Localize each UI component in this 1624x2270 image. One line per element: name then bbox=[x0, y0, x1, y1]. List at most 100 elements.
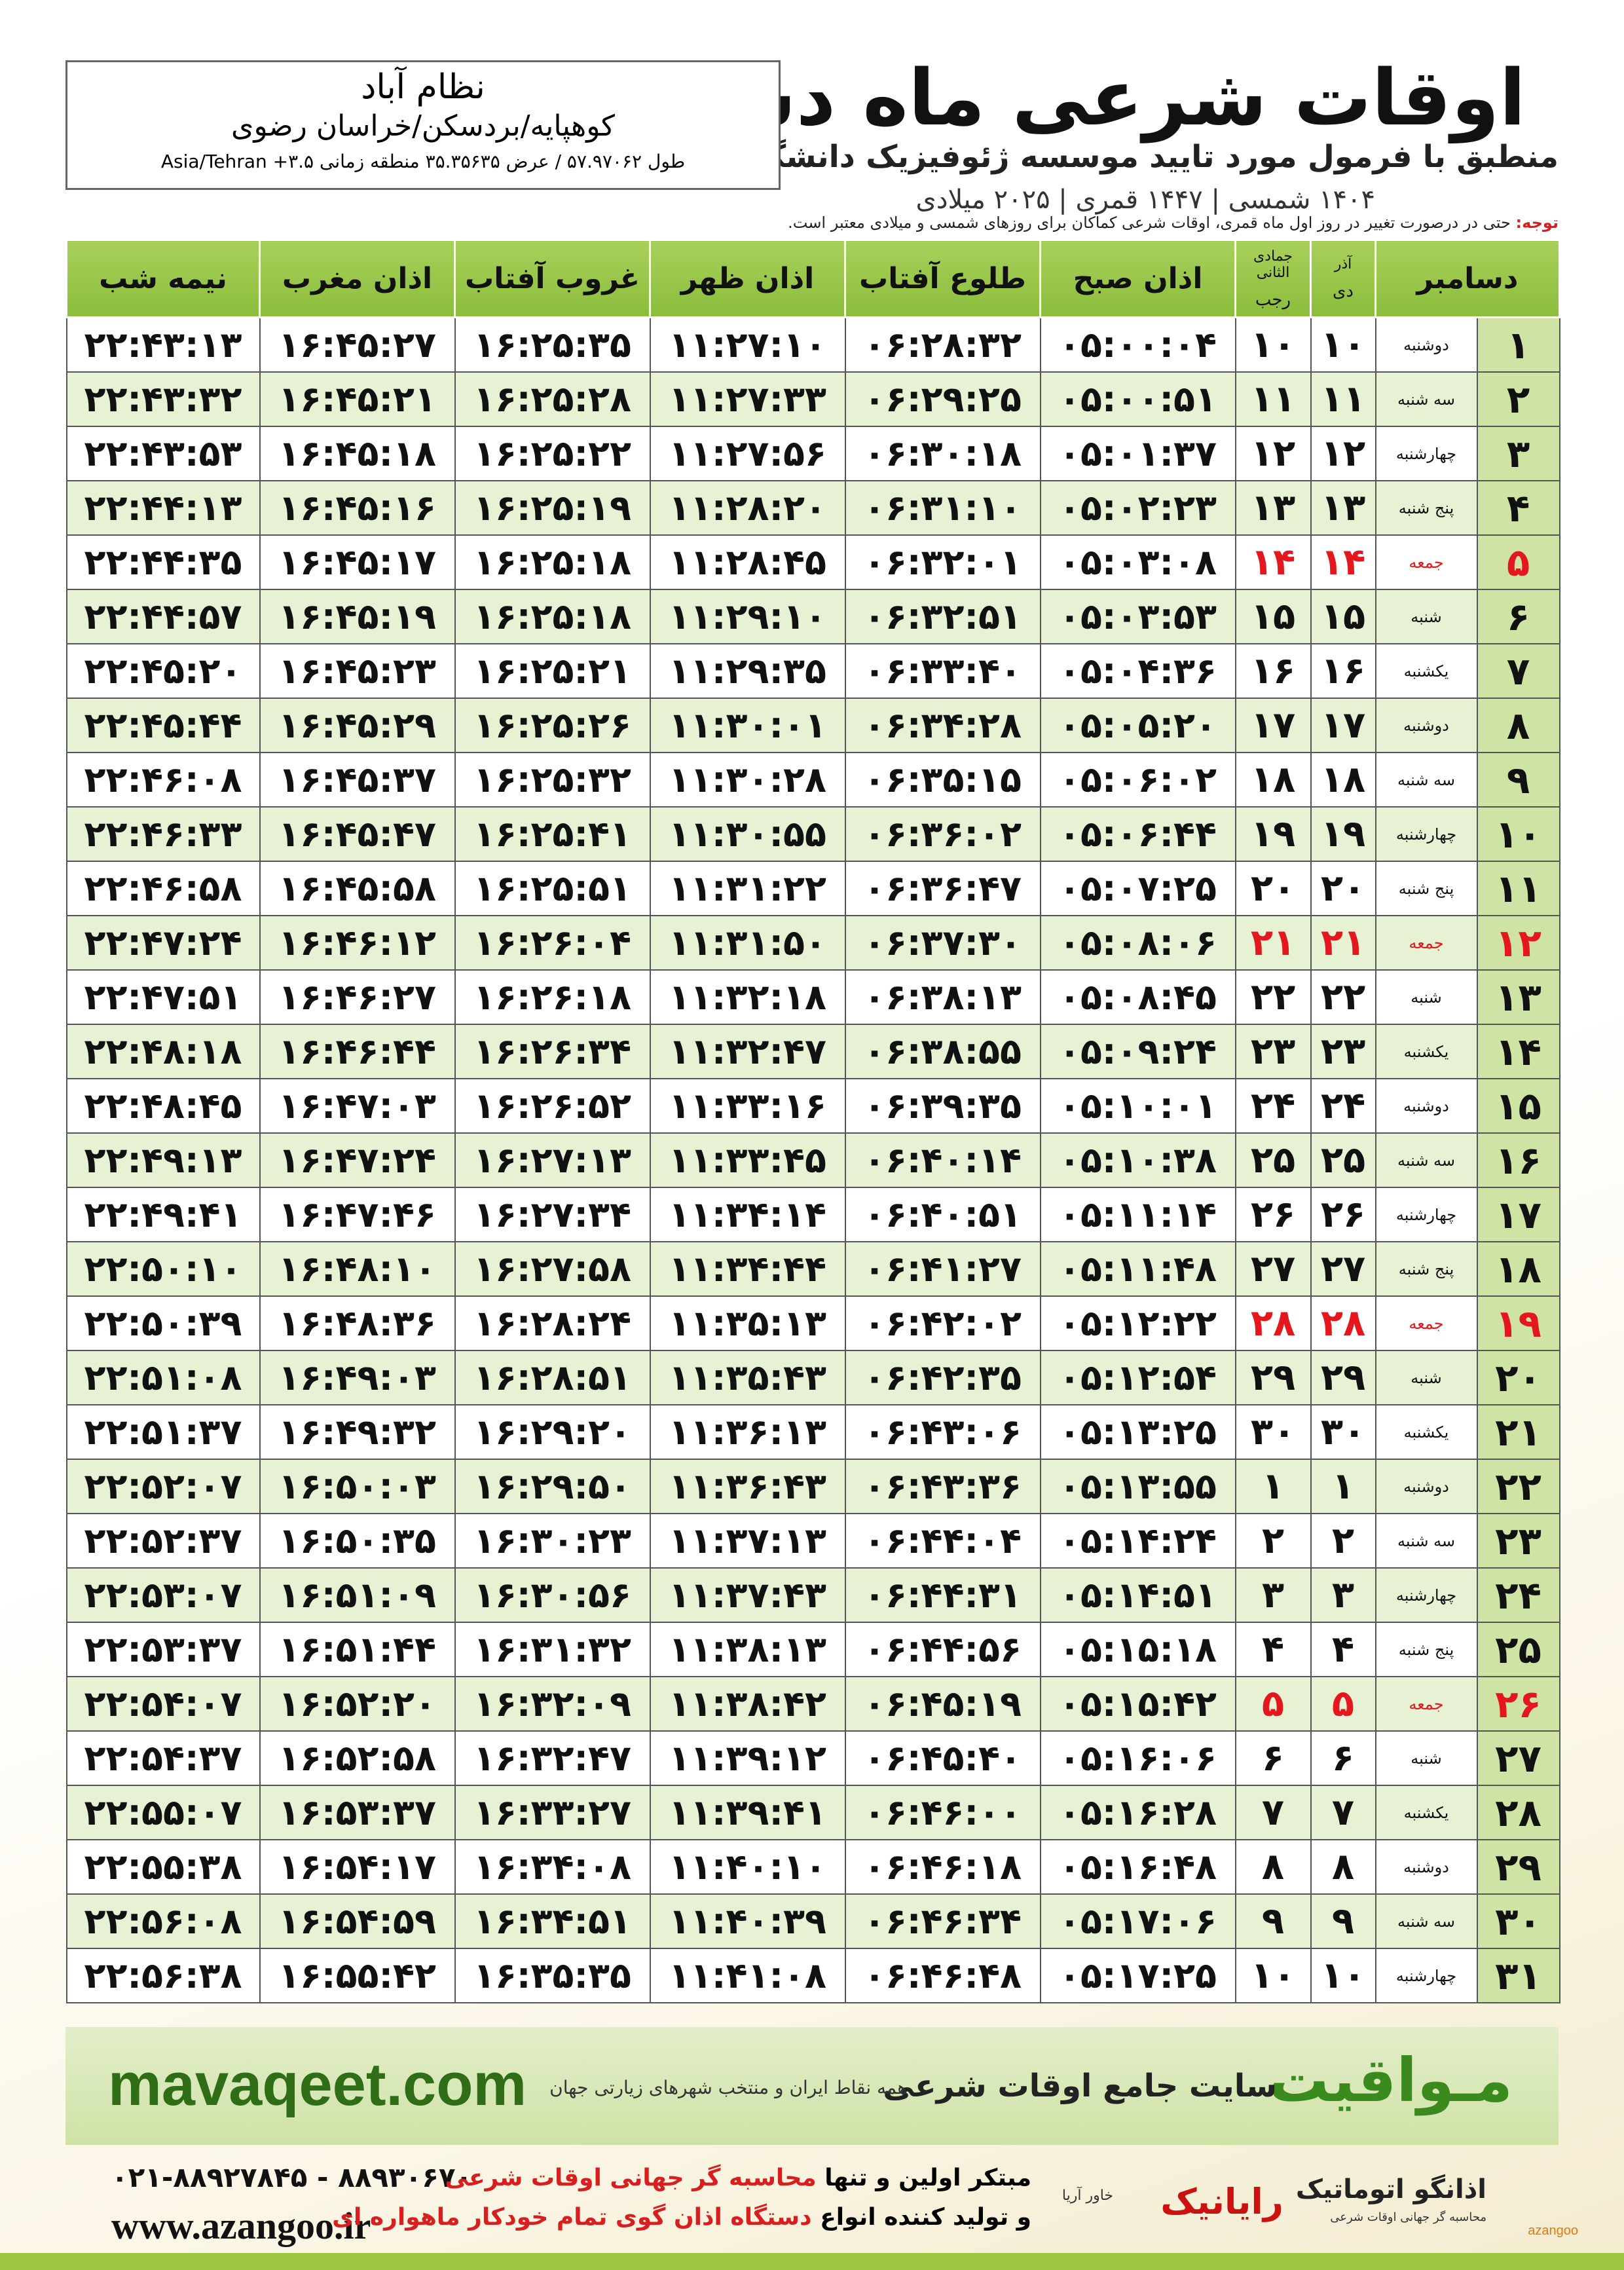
maghrib: ۱۶:۴۶:۱۲ bbox=[259, 915, 456, 971]
lunar-day: ۶ bbox=[1234, 1730, 1312, 1786]
sunrise: ۰۶:۳۶:۰۲ bbox=[844, 806, 1041, 862]
lunar-day: ۲۲ bbox=[1234, 969, 1312, 1025]
day-number: ۹ bbox=[1476, 752, 1560, 808]
table-row: ۲ سه شنبه ۱۱ ۱۱ ۰۵:۰۰:۵۱ ۰۶:۲۹:۲۵ ۱۱:۲۷:۳۳ ۱۶:۲… bbox=[65, 371, 1560, 427]
column-header-top: آذر bbox=[1334, 256, 1352, 272]
midnight: ۲۲:۵۴:۰۷ bbox=[65, 1676, 261, 1732]
midnight: ۲۲:۵۰:۳۹ bbox=[65, 1295, 261, 1351]
maghrib: ۱۶:۴۶:۴۴ bbox=[259, 1024, 456, 1079]
sunset: ۱۶:۳۱:۳۲ bbox=[454, 1622, 651, 1677]
location-region: کوهپایه/بردسکن/خراسان رضوی bbox=[231, 109, 615, 143]
solar-day: ۶ bbox=[1310, 1730, 1376, 1786]
banner: مـواقیت سایت جامع اوقات شرعی همه نقاط ای… bbox=[65, 2027, 1559, 2145]
solar-day: ۲۰ bbox=[1310, 861, 1376, 916]
midnight: ۲۲:۴۳:۱۳ bbox=[65, 316, 261, 373]
lunar-day: ۱۹ bbox=[1234, 806, 1312, 862]
sunset: ۱۶:۲۵:۲۶ bbox=[454, 698, 651, 753]
day-number: ۱۷ bbox=[1476, 1187, 1560, 1242]
fajr: ۰۵:۰۴:۳۶ bbox=[1039, 643, 1236, 699]
fajr: ۰۵:۰۸:۰۶ bbox=[1039, 915, 1236, 971]
midnight: ۲۲:۵۴:۳۷ bbox=[65, 1730, 261, 1786]
maghrib: ۱۶:۴۷:۰۳ bbox=[259, 1078, 456, 1134]
lunar-day: ۱۰ bbox=[1234, 1948, 1312, 2003]
fajr: ۰۵:۱۶:۰۶ bbox=[1039, 1730, 1236, 1786]
maghrib: ۱۶:۴۵:۲۹ bbox=[259, 698, 456, 753]
midnight: ۲۲:۵۱:۳۷ bbox=[65, 1404, 261, 1460]
table-row: ۱۷ چهارشنبه ۲۶ ۲۶ ۰۵:۱۱:۱۴ ۰۶:۴۰:۵۱ ۱۱:۳۴:۱۴ ۱۶… bbox=[65, 1187, 1560, 1242]
dhuhr: ۱۱:۳۳:۱۶ bbox=[649, 1078, 846, 1134]
sunset: ۱۶:۲۷:۵۸ bbox=[454, 1241, 651, 1297]
midnight: ۲۲:۴۳:۳۲ bbox=[65, 371, 261, 427]
midnight: ۲۲:۴۳:۵۳ bbox=[65, 426, 261, 481]
sunset: ۱۶:۲۵:۲۱ bbox=[454, 643, 651, 699]
sunrise: ۰۶:۴۲:۳۵ bbox=[844, 1350, 1041, 1405]
solar-day: ۸ bbox=[1310, 1839, 1376, 1895]
fajr: ۰۵:۱۴:۵۱ bbox=[1039, 1567, 1236, 1623]
lunar-day: ۱۲ bbox=[1234, 426, 1312, 481]
table-row: ۱۰ چهارشنبه ۱۹ ۱۹ ۰۵:۰۶:۴۴ ۰۶:۳۶:۰۲ ۱۱:۳۰:۵۵ ۱۶… bbox=[65, 806, 1560, 862]
table-row: ۳ چهارشنبه ۱۲ ۱۲ ۰۵:۰۱:۳۷ ۰۶:۳۰:۱۸ ۱۱:۲۷:۵۶ ۱۶:… bbox=[65, 426, 1560, 481]
maghrib: ۱۶:۴۵:۳۷ bbox=[259, 752, 456, 808]
brand: مـواقیت bbox=[1268, 2045, 1513, 2115]
column-header-label: اذان مغرب bbox=[282, 262, 433, 295]
maghrib: ۱۶:۴۷:۲۴ bbox=[259, 1132, 456, 1188]
solar-day: ۱۴ bbox=[1310, 534, 1376, 590]
dhuhr: ۱۱:۳۲:۱۸ bbox=[649, 969, 846, 1025]
day-number: ۸ bbox=[1476, 698, 1560, 753]
sunrise: ۰۶:۴۵:۴۰ bbox=[844, 1730, 1041, 1786]
sunrise: ۰۶:۴۱:۲۷ bbox=[844, 1241, 1041, 1297]
solar-day: ۲۸ bbox=[1310, 1295, 1376, 1351]
sunrise: ۰۶:۴۴:۳۱ bbox=[844, 1567, 1041, 1623]
sunrise: ۰۶:۳۰:۱۸ bbox=[844, 426, 1041, 481]
sunrise: ۰۶:۳۵:۱۵ bbox=[844, 752, 1041, 808]
lunar-day: ۸ bbox=[1234, 1839, 1312, 1895]
table-row: ۱۲ جمعه ۲۱ ۲۱ ۰۵:۰۸:۰۶ ۰۶:۳۷:۳۰ ۱۱:۳۱:۵۰ ۱۶:۲۶:… bbox=[65, 915, 1560, 971]
solar-day: ۱۷ bbox=[1310, 698, 1376, 753]
maghrib: ۱۶:۵۲:۲۰ bbox=[259, 1676, 456, 1732]
dhuhr: ۱۱:۲۷:۳۳ bbox=[649, 371, 846, 427]
column-header: طلوع آفتاب bbox=[844, 239, 1041, 318]
midnight: ۲۲:۴۴:۵۷ bbox=[65, 589, 261, 644]
day-number: ۱۵ bbox=[1476, 1078, 1560, 1134]
sunrise: ۰۶:۴۰:۱۴ bbox=[844, 1132, 1041, 1188]
lunar-day: ۷ bbox=[1234, 1785, 1312, 1840]
sunrise: ۰۶:۳۸:۵۵ bbox=[844, 1024, 1041, 1079]
fajr: ۰۵:۱۶:۴۸ bbox=[1039, 1839, 1236, 1895]
day-number: ۲۰ bbox=[1476, 1350, 1560, 1405]
midnight: ۲۲:۵۰:۱۰ bbox=[65, 1241, 261, 1297]
lunar-day: ۱۷ bbox=[1234, 698, 1312, 753]
day-number: ۱۶ bbox=[1476, 1132, 1560, 1188]
day-number: ۱۱ bbox=[1476, 861, 1560, 916]
fajr: ۰۵:۱۱:۱۴ bbox=[1039, 1187, 1236, 1242]
sunset: ۱۶:۲۵:۱۸ bbox=[454, 589, 651, 644]
dhuhr: ۱۱:۳۸:۱۳ bbox=[649, 1622, 846, 1677]
dhuhr: ۱۱:۳۶:۴۳ bbox=[649, 1459, 846, 1514]
table-row: ۱۶ سه شنبه ۲۵ ۲۵ ۰۵:۱۰:۳۸ ۰۶:۴۰:۱۴ ۱۱:۳۳:۴۵ ۱۶:… bbox=[65, 1132, 1560, 1188]
table-row: ۲۴ چهارشنبه ۳ ۳ ۰۵:۱۴:۵۱ ۰۶:۴۴:۳۱ ۱۱:۳۷:۴۳ ۱۶:۳… bbox=[65, 1567, 1560, 1623]
fajr: ۰۵:۰۵:۲۰ bbox=[1039, 698, 1236, 753]
sunset: ۱۶:۳۴:۵۱ bbox=[454, 1893, 651, 1949]
sunrise: ۰۶:۳۹:۳۵ bbox=[844, 1078, 1041, 1134]
maghrib: ۱۶:۵۱:۴۴ bbox=[259, 1622, 456, 1677]
table-row: ۲۱ یکشنبه ۳۰ ۳۰ ۰۵:۱۳:۲۵ ۰۶:۴۳:۰۶ ۱۱:۳۶:۱۳ ۱۶:۲… bbox=[65, 1404, 1560, 1460]
solar-day: ۹ bbox=[1310, 1893, 1376, 1949]
fajr: ۰۵:۱۱:۴۸ bbox=[1039, 1241, 1236, 1297]
website: www.azangoo.ir bbox=[111, 2205, 371, 2247]
midnight: ۲۲:۴۵:۲۰ bbox=[65, 643, 261, 699]
fajr: ۰۵:۱۵:۴۲ bbox=[1039, 1676, 1236, 1732]
dhuhr: ۱۱:۴۰:۳۹ bbox=[649, 1893, 846, 1949]
table-row: ۲۳ سه شنبه ۲ ۲ ۰۵:۱۴:۲۴ ۰۶:۴۴:۰۴ ۱۱:۳۷:۱۳ ۱۶:۳۰… bbox=[65, 1513, 1560, 1569]
maghrib: ۱۶:۴۹:۳۲ bbox=[259, 1404, 456, 1460]
sunset: ۱۶:۲۸:۲۴ bbox=[454, 1295, 651, 1351]
table-row: ۱۸ پنج شنبه ۲۷ ۲۷ ۰۵:۱۱:۴۸ ۰۶:۴۱:۲۷ ۱۱:۳۴:۴۴ ۱۶… bbox=[65, 1241, 1560, 1297]
weekday: دوشنبه bbox=[1375, 316, 1478, 373]
sunset: ۱۶:۲۶:۰۴ bbox=[454, 915, 651, 971]
column-header-label: غروب آفتاب bbox=[465, 262, 640, 295]
column-header-sub: دی bbox=[1333, 282, 1354, 301]
lunar-day: ۲۷ bbox=[1234, 1241, 1312, 1297]
fajr: ۰۵:۰۸:۴۵ bbox=[1039, 969, 1236, 1025]
logo-latin: azangoo bbox=[1528, 2223, 1578, 2238]
dhuhr: ۱۱:۴۱:۰۸ bbox=[649, 1948, 846, 2003]
sunrise: ۰۶:۲۸:۳۲ bbox=[844, 316, 1041, 373]
dhuhr: ۱۱:۲۷:۱۰ bbox=[649, 316, 846, 373]
